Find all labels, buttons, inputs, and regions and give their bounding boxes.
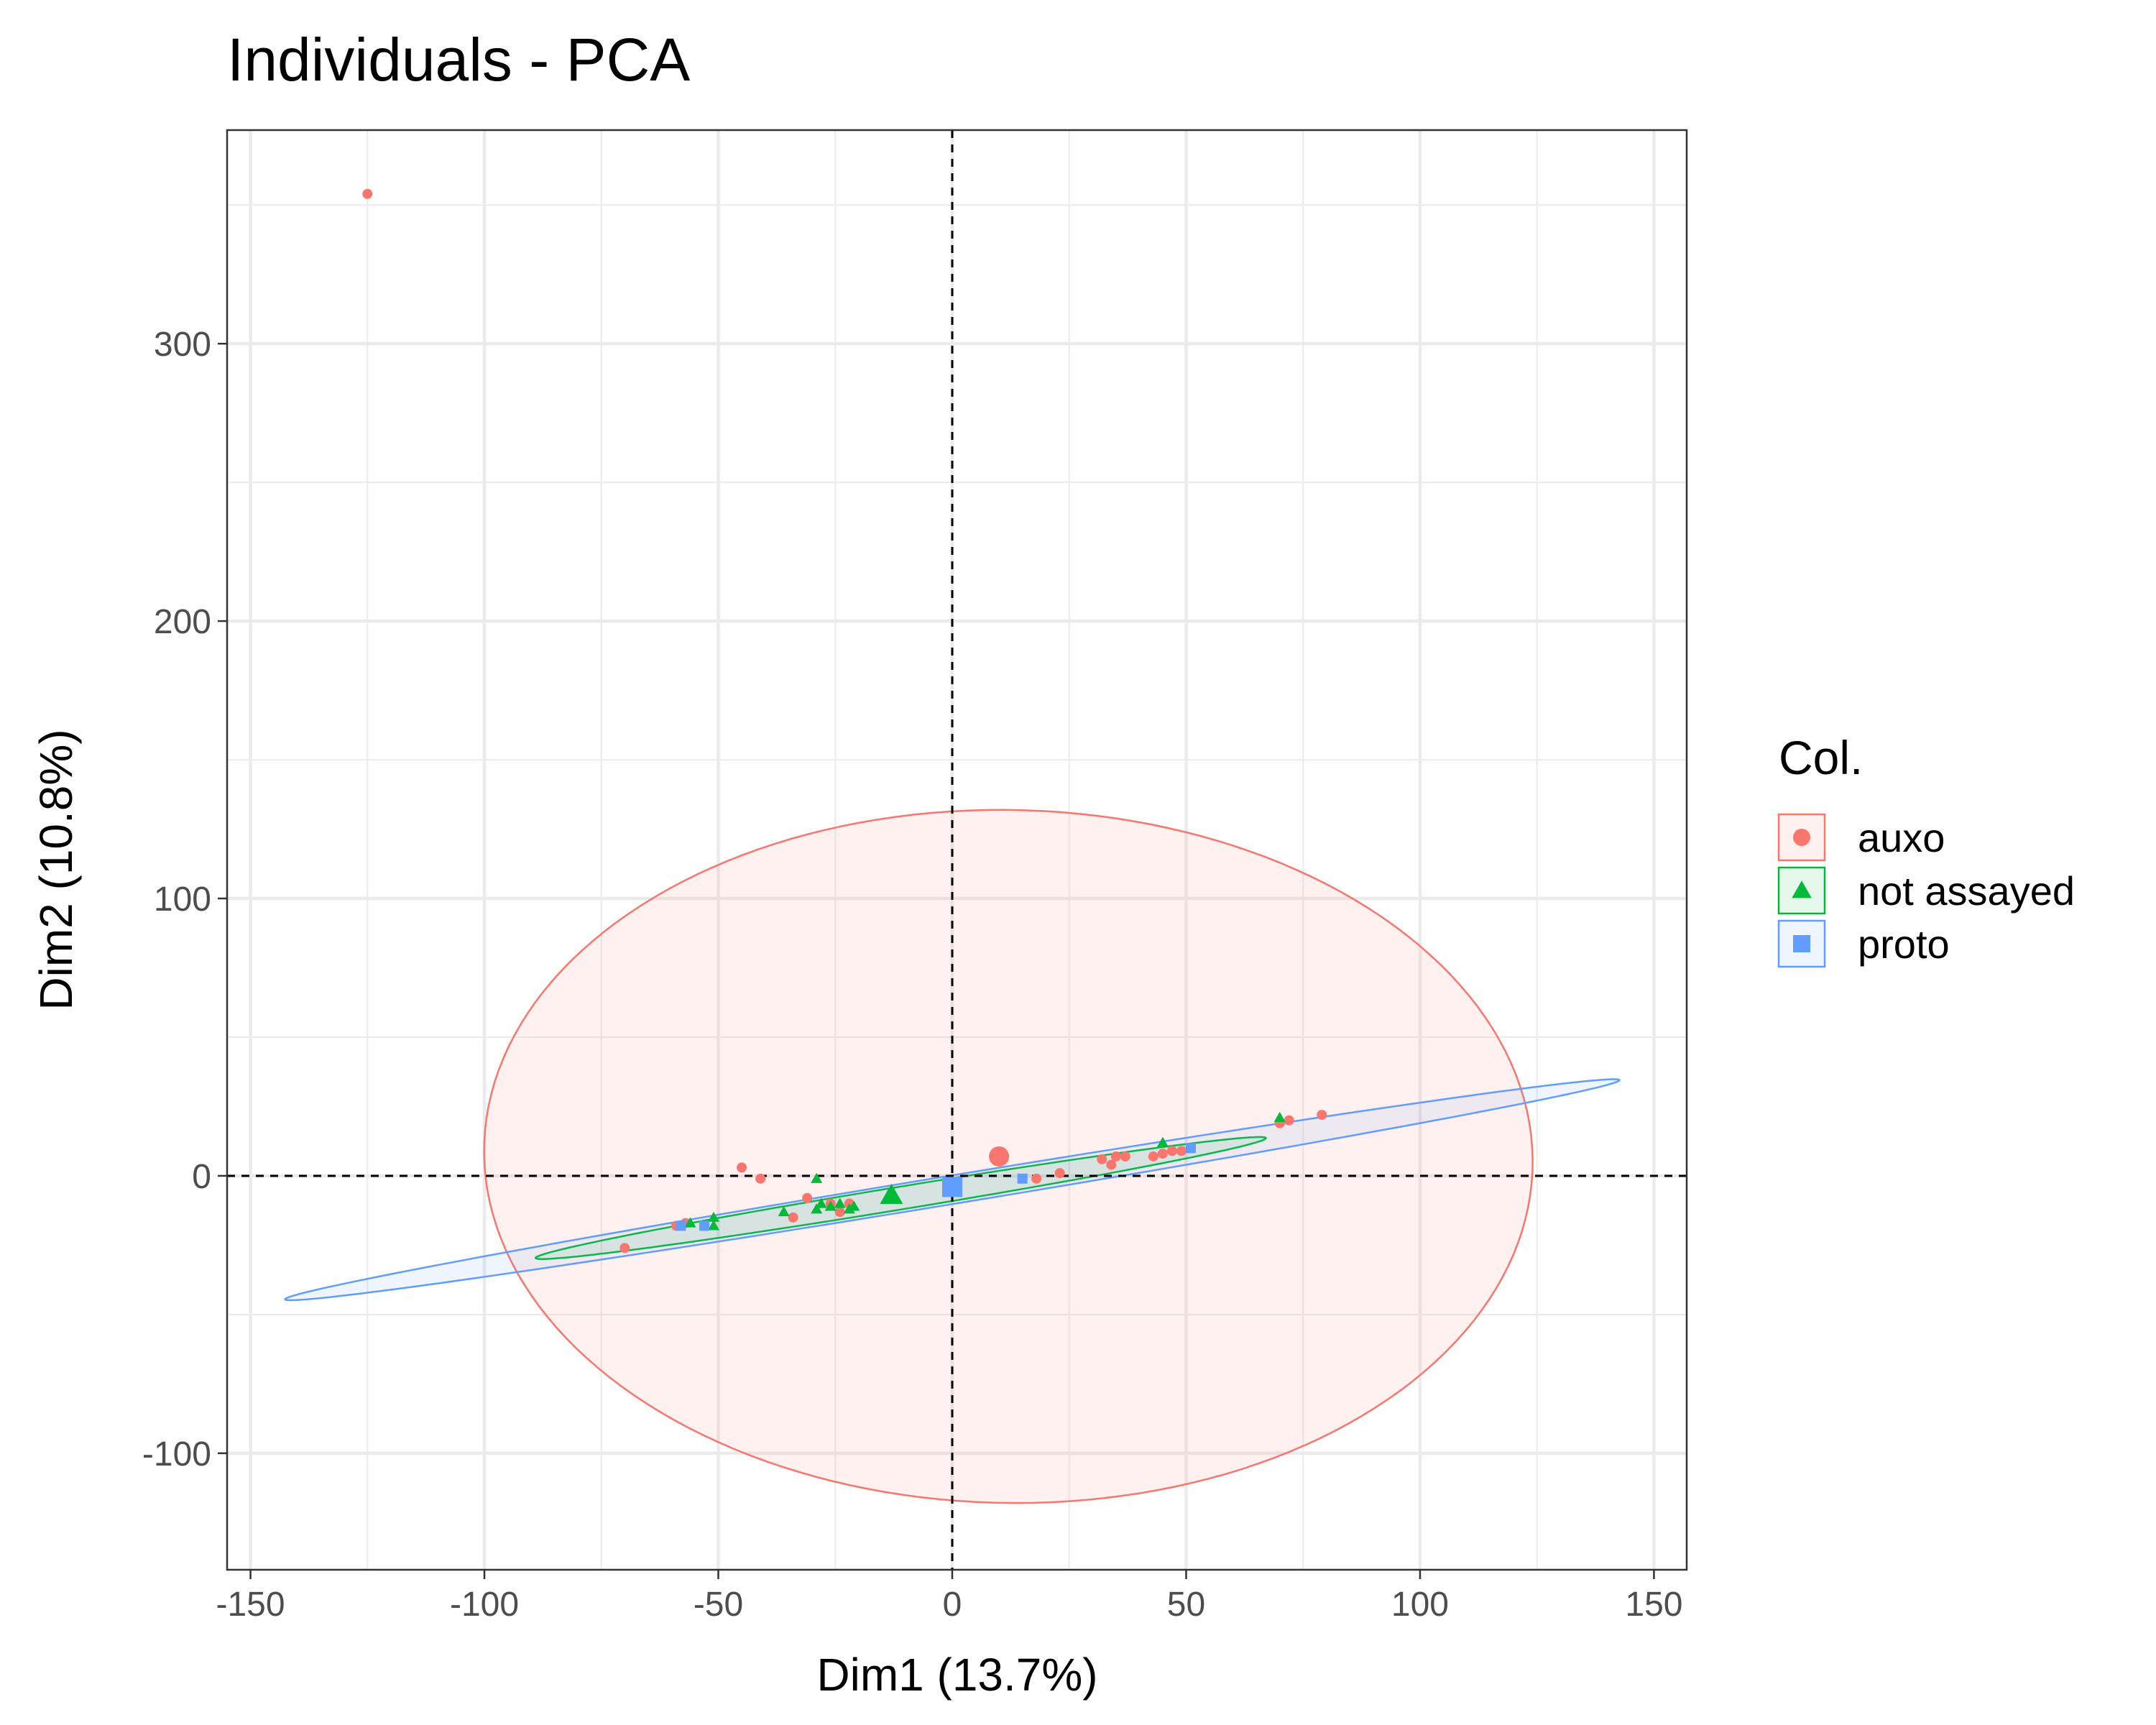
- legend-label: not assayed: [1858, 868, 2075, 914]
- point-not-assayed: [843, 1203, 855, 1214]
- x-axis: -150 -100 -50 0 50 100 150: [216, 1570, 1682, 1624]
- point-proto: [699, 1220, 709, 1231]
- y-axis: -100 0 100 200 300: [142, 326, 227, 1473]
- legend-items: auxo not assayed proto: [1777, 813, 2075, 968]
- x-tick-label: 150: [1625, 1586, 1682, 1624]
- y-tick-label: 300: [154, 326, 211, 364]
- point-not-assayed: [848, 1200, 860, 1211]
- chart-title: Individuals - PCA: [227, 26, 690, 93]
- point-auxo: [619, 1243, 630, 1254]
- point-auxo: [788, 1212, 798, 1223]
- point-auxo: [1106, 1159, 1117, 1170]
- point-auxo: [1157, 1149, 1168, 1159]
- point-not-assayed: [815, 1197, 827, 1208]
- reference-lines: [227, 130, 1687, 1570]
- group-centroids: [880, 1146, 1010, 1205]
- point-not-assayed: [824, 1200, 837, 1211]
- point-auxo: [834, 1207, 845, 1218]
- y-tick-label: -100: [142, 1435, 211, 1473]
- point-auxo: [737, 1162, 747, 1173]
- legend-marker-auxo: [1793, 829, 1810, 846]
- point-not-assayed: [1273, 1111, 1286, 1122]
- point-auxo: [1166, 1146, 1177, 1156]
- point-not-assayed: [834, 1197, 846, 1208]
- point-auxo: [755, 1173, 766, 1184]
- grid-minor: [227, 130, 1687, 1570]
- point-proto: [1017, 1173, 1028, 1184]
- plot-panel: [226, 129, 1688, 1571]
- x-tick-label: 50: [1167, 1586, 1205, 1624]
- y-tick-label: 200: [154, 603, 211, 641]
- data-points: [362, 188, 1327, 1254]
- x-axis-title: Dim1 (13.7%): [816, 1649, 1097, 1701]
- point-not-assayed: [811, 1172, 823, 1183]
- centroid-proto: [941, 1177, 962, 1197]
- grid-major: [227, 130, 1687, 1570]
- x-tick-label: -150: [216, 1586, 285, 1624]
- legend-label: proto: [1858, 921, 1950, 967]
- point-auxo: [1031, 1173, 1042, 1184]
- x-tick-label: -100: [450, 1586, 519, 1624]
- legend-marker-proto: [1793, 935, 1810, 952]
- point-not-assayed: [778, 1206, 790, 1217]
- point-auxo: [1110, 1151, 1121, 1162]
- point-auxo: [1284, 1115, 1294, 1126]
- point-auxo: [1317, 1110, 1327, 1121]
- point-proto: [1185, 1143, 1196, 1154]
- legend-label: auxo: [1858, 815, 1945, 860]
- point-auxo: [802, 1192, 813, 1203]
- centroid-not-assayed: [880, 1183, 903, 1205]
- point-auxo: [1148, 1151, 1158, 1162]
- point-proto: [676, 1220, 686, 1231]
- y-axis-title: Dim2 (10.8%): [30, 729, 82, 1010]
- panel-border: [226, 129, 1688, 1571]
- x-tick-label: -50: [694, 1586, 743, 1624]
- x-tick-label: 100: [1391, 1586, 1449, 1624]
- point-auxo: [362, 188, 373, 199]
- legend-title: Col.: [1779, 731, 1863, 784]
- point-not-assayed: [707, 1211, 720, 1222]
- centroid-auxo: [989, 1146, 1010, 1167]
- x-tick-label: 0: [943, 1586, 962, 1624]
- point-not-assayed: [811, 1203, 823, 1214]
- y-tick-label: 100: [154, 880, 211, 919]
- point-auxo: [1176, 1146, 1187, 1156]
- point-auxo: [1120, 1151, 1130, 1162]
- point-not-assayed: [707, 1220, 720, 1230]
- point-not-assayed: [684, 1217, 696, 1228]
- point-auxo: [1097, 1154, 1107, 1164]
- legend: Col. auxo not assayed proto: [1777, 731, 2075, 968]
- point-auxo: [1054, 1168, 1065, 1179]
- legend-marker-not-assayed: [1792, 880, 1812, 898]
- point-not-assayed: [1156, 1136, 1169, 1147]
- y-tick-label: 0: [192, 1158, 211, 1196]
